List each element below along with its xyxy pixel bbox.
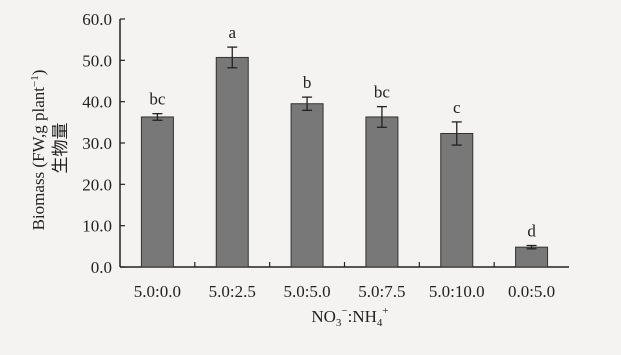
- x-tick-label: 5.0:10.0: [429, 282, 485, 301]
- y-axis: [119, 18, 569, 268]
- y-axis-title-chinese: 生物量: [51, 123, 70, 174]
- y-tick-label: 10.0: [82, 217, 112, 236]
- y-tick-label: 0.0: [91, 258, 112, 277]
- y-tick-label: 30.0: [82, 134, 112, 153]
- y-tick-labels: 0.0 10.0 20.0 30.0 40.0 50.0 60.0: [82, 10, 112, 277]
- x-tick-labels: 5.0:0.0 5.0:2.5 5.0:5.0 5.0:7.5 5.0:10.0 0.0:…: [134, 282, 555, 301]
- significance-letter: d: [527, 222, 536, 241]
- bar: [365, 116, 399, 268]
- bars: [140, 56, 549, 268]
- error-bars: [152, 46, 537, 250]
- significance-letter: a: [228, 23, 236, 42]
- bar: [440, 132, 474, 268]
- x-tick-label: 5.0:7.5: [358, 282, 405, 301]
- x-tick-label: 0.0:5.0: [508, 282, 555, 301]
- y-axis-title: Biomass (FW,g plant−1): [29, 70, 48, 231]
- x-axis-title: NO3−:NH4+: [311, 305, 388, 329]
- significance-letter: bc: [149, 90, 166, 109]
- y-tick-label: 40.0: [82, 93, 112, 112]
- bar: [290, 103, 324, 268]
- y-tick-label: 50.0: [82, 51, 112, 70]
- bar: [215, 56, 249, 268]
- y-tick-label: 20.0: [82, 175, 112, 194]
- y-tick-label: 60.0: [82, 10, 112, 29]
- bar: [515, 246, 549, 268]
- significance-letters: bc a b bc c d: [149, 23, 536, 240]
- significance-letter: b: [303, 73, 312, 92]
- significance-letter: c: [453, 98, 461, 117]
- x-tick-label: 5.0:2.5: [209, 282, 256, 301]
- x-tick-label: 5.0:0.0: [134, 282, 181, 301]
- bar: [140, 116, 174, 268]
- significance-letter: bc: [374, 83, 391, 102]
- x-tick-label: 5.0:5.0: [283, 282, 330, 301]
